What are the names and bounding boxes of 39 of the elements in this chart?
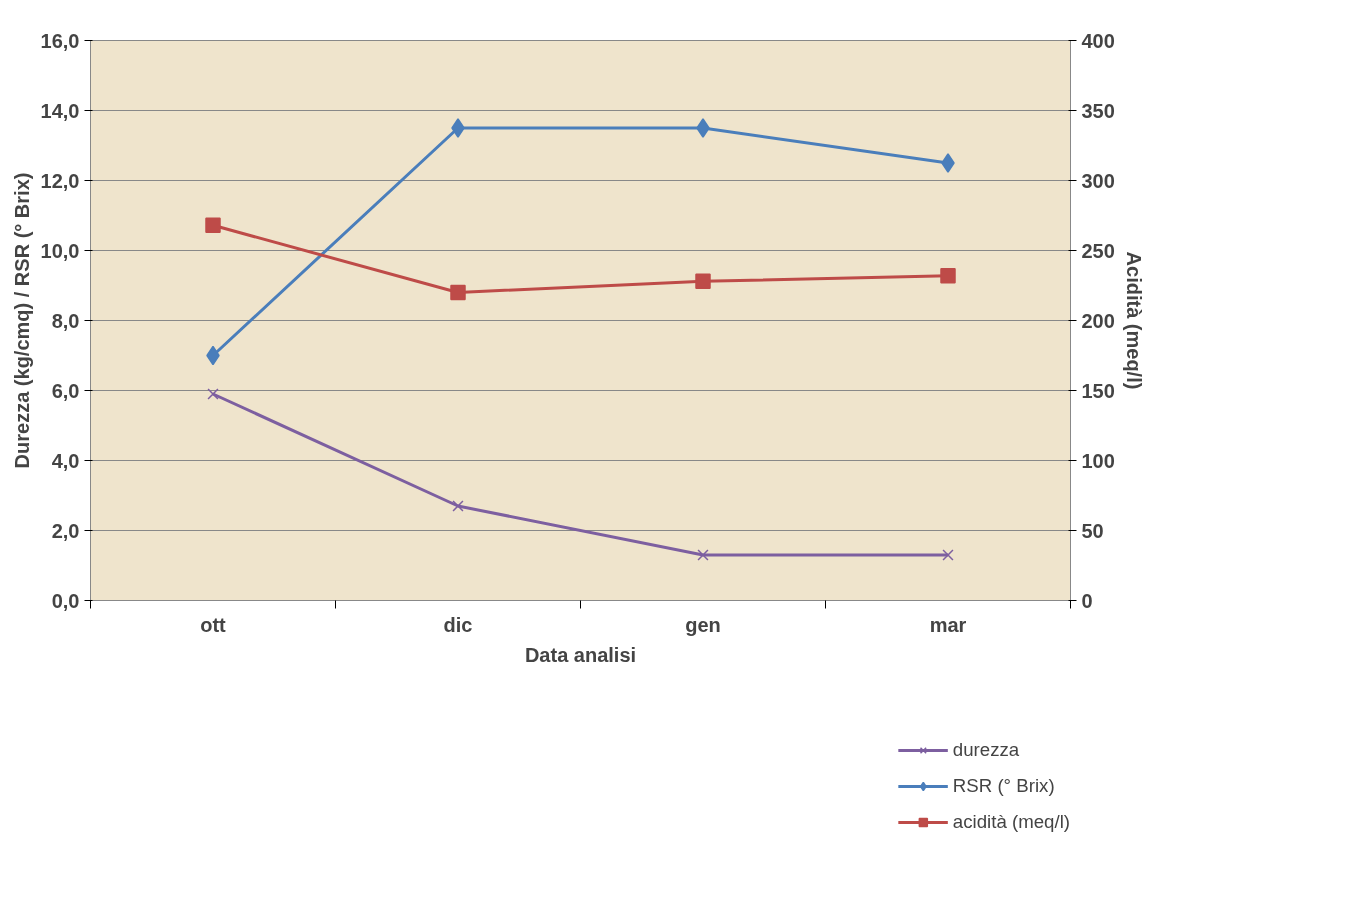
y-tick-label: 4,0 xyxy=(51,449,80,472)
y-tick-label: 6,0 xyxy=(51,379,80,402)
point xyxy=(207,388,219,400)
point xyxy=(940,267,956,284)
y-axis-title: Durezza (kg/cmq) / RSR (° Brix) xyxy=(10,172,33,469)
y2-tick-label: 300 xyxy=(1081,169,1115,192)
y2-tick-label: 100 xyxy=(1081,449,1115,472)
point xyxy=(941,153,955,173)
legend-label: acidità (meq/l) xyxy=(952,811,1070,833)
y-tick-label: 10,0 xyxy=(40,239,80,262)
point xyxy=(205,217,221,234)
point xyxy=(452,500,464,512)
y-tick-label: 2,0 xyxy=(51,519,80,542)
y-tick-label: 16,0 xyxy=(40,29,80,52)
point xyxy=(695,273,711,290)
legend-label: durezza xyxy=(952,739,1020,761)
y2-tick-label: 350 xyxy=(1081,99,1115,122)
y-tick-label: 12,0 xyxy=(40,169,80,192)
y2-tick-label: 0 xyxy=(1081,589,1093,612)
point xyxy=(696,118,710,138)
point xyxy=(942,549,954,561)
y2-axis-title: Acidità (meq/l) xyxy=(1122,251,1145,390)
legend-label: RSR (° Brix) xyxy=(952,775,1055,797)
y-tick-label: 14,0 xyxy=(40,99,80,122)
x-axis-title: Data analisi xyxy=(524,643,637,666)
x-tick-label: ott xyxy=(200,613,227,636)
point xyxy=(451,118,465,138)
x-tick-label: gen xyxy=(685,613,721,636)
y-tick-label: 0,0 xyxy=(51,589,80,612)
y2-tick-label: 50 xyxy=(1081,519,1104,542)
y2-tick-label: 250 xyxy=(1081,239,1115,262)
x-tick-label: dic xyxy=(443,613,473,636)
x-tick-label: mar xyxy=(929,613,967,636)
y2-tick-label: 200 xyxy=(1081,309,1115,332)
y-tick-label: 8,0 xyxy=(51,309,80,332)
point xyxy=(450,284,466,301)
y2-tick-label: 400 xyxy=(1081,29,1115,52)
point xyxy=(697,549,709,561)
y2-tick-label: 150 xyxy=(1081,379,1115,402)
